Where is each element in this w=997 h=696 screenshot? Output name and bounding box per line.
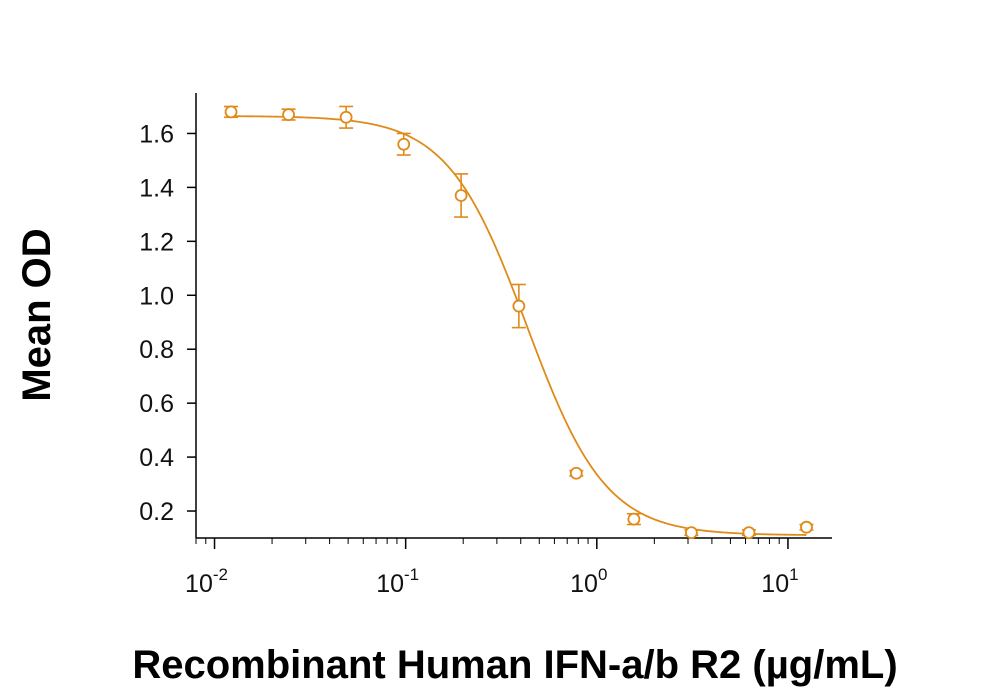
data-marker — [339, 110, 353, 124]
y-tick-label: 0.8 — [139, 336, 174, 364]
data-point — [684, 526, 699, 540]
y-tick-label: 0.6 — [139, 390, 174, 418]
data-point — [626, 512, 641, 526]
data-marker — [397, 137, 411, 151]
axes — [195, 93, 832, 539]
data-marker — [512, 299, 526, 313]
data-point — [799, 520, 814, 534]
data-point — [741, 526, 756, 540]
data-marker — [684, 526, 698, 540]
y-tick-label: 1.0 — [139, 282, 174, 310]
x-tick-label: 10-2 — [185, 565, 228, 598]
data-marker — [224, 105, 238, 119]
data-point — [281, 108, 296, 121]
x-axis-title: Recombinant Human IFN-a/b R2 (µg/mL) — [132, 643, 897, 687]
y-tick-label: 0.4 — [139, 444, 174, 472]
x-ticks: 10-2 10-1 100 101 — [185, 538, 799, 598]
data-point — [396, 132, 411, 156]
data-point — [339, 105, 354, 129]
data-point — [454, 173, 469, 218]
data-marker — [282, 108, 295, 121]
data-marker — [627, 512, 641, 526]
data-point — [511, 283, 526, 329]
data-marker — [742, 526, 756, 540]
data-point — [224, 105, 239, 119]
y-tick-label: 1.6 — [139, 120, 174, 148]
y-tick-label: 1.2 — [139, 228, 174, 256]
y-axis-title: Mean OD — [15, 228, 59, 401]
y-tick-label: 0.2 — [139, 498, 174, 526]
data-points-group — [224, 105, 814, 540]
x-tick-label: 101 — [761, 565, 798, 598]
y-tick-label: 1.4 — [139, 174, 174, 202]
data-point — [569, 466, 584, 480]
data-marker — [569, 466, 583, 480]
data-marker — [800, 520, 813, 534]
data-marker — [454, 189, 468, 202]
x-tick-label: 10-1 — [376, 565, 419, 598]
y-ticks: 0.2 0.4 0.6 0.8 1.0 1.2 1.4 1.6 — [139, 120, 196, 526]
x-tick-label: 100 — [570, 565, 607, 598]
